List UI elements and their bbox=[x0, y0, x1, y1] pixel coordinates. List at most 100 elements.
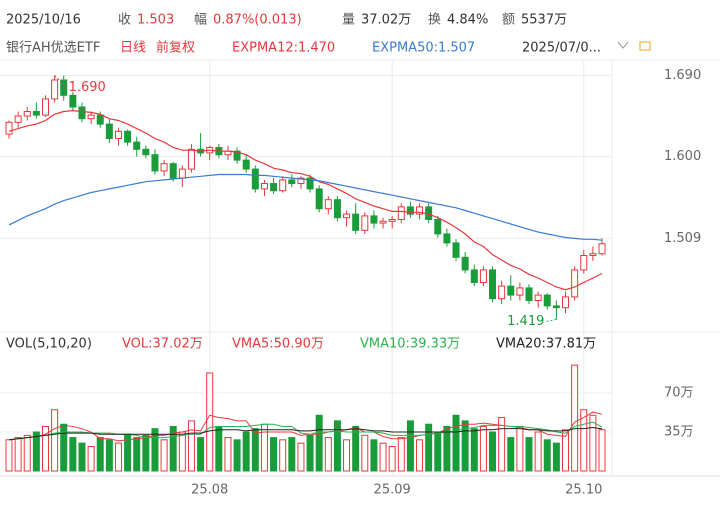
volume-bar bbox=[562, 429, 570, 472]
annotation: 1.690 bbox=[69, 80, 106, 95]
fund-name: 银行AH优选ETF bbox=[6, 41, 100, 56]
candle-body bbox=[151, 154, 159, 172]
label: 收 bbox=[118, 13, 131, 28]
candle-body bbox=[361, 215, 369, 231]
volume-bar bbox=[242, 431, 250, 472]
volume-bar bbox=[306, 434, 314, 472]
candle-body bbox=[41, 98, 49, 116]
annotation: 1.419 bbox=[507, 314, 544, 329]
candle-body bbox=[552, 305, 560, 309]
volume-bar bbox=[206, 372, 214, 472]
legend-entry: VMA10:39.33万 bbox=[360, 337, 460, 352]
volume-bar bbox=[416, 439, 424, 472]
candle-body bbox=[124, 130, 132, 143]
candle-body bbox=[105, 123, 113, 139]
candle-body bbox=[352, 213, 360, 231]
legend-entry: VMA20:37.81万 bbox=[496, 337, 596, 352]
adjust[interactable]: 前复权 bbox=[156, 40, 195, 56]
candle-body bbox=[270, 183, 278, 192]
candle-body bbox=[452, 242, 460, 258]
candle-body bbox=[51, 79, 59, 100]
candle-body bbox=[397, 206, 405, 220]
candle-body bbox=[333, 199, 341, 219]
candle-body bbox=[324, 199, 332, 210]
candle-body bbox=[96, 114, 104, 125]
volume-bar bbox=[78, 442, 86, 472]
y-tick-label: 1.509 bbox=[664, 231, 701, 246]
legend-entry: EXPMA50:1.507 bbox=[372, 41, 475, 56]
vma-line bbox=[8, 421, 603, 441]
volume-bar bbox=[14, 437, 22, 472]
volume-bar bbox=[361, 434, 369, 472]
volume-bar bbox=[352, 425, 360, 472]
label: 换 bbox=[428, 13, 441, 28]
panel-title: VOL(5,10,20) bbox=[6, 337, 92, 352]
volume-bar bbox=[133, 437, 141, 472]
volume-bar bbox=[114, 442, 122, 472]
volume-bar bbox=[260, 423, 268, 472]
candle-body bbox=[32, 111, 40, 116]
volume-bar bbox=[552, 442, 560, 472]
volume-bar bbox=[507, 437, 515, 472]
candle-body bbox=[370, 215, 378, 224]
volume-bar bbox=[406, 420, 414, 472]
ma-line bbox=[8, 109, 603, 291]
volume-bar bbox=[434, 431, 442, 472]
candle-body bbox=[160, 163, 168, 172]
dropdown-icon[interactable] bbox=[617, 41, 629, 49]
candle-body bbox=[489, 269, 497, 300]
volume-bar bbox=[379, 442, 387, 472]
candle-body bbox=[60, 79, 68, 96]
y-tick-label: 35万 bbox=[664, 425, 694, 440]
volume-bar bbox=[270, 437, 278, 472]
label: 量 bbox=[342, 13, 355, 28]
volume-bar bbox=[288, 437, 296, 472]
candle-body bbox=[288, 179, 296, 184]
volume-bar bbox=[315, 414, 323, 472]
volume-bar bbox=[324, 437, 332, 472]
date: 2025/10/16 bbox=[6, 13, 81, 28]
candle-body bbox=[279, 179, 287, 192]
candle-body bbox=[114, 130, 122, 140]
volume-bar bbox=[60, 423, 68, 472]
candle-body bbox=[69, 94, 77, 108]
legend-entry: EXPMA12:1.470 bbox=[232, 41, 335, 56]
ma-line bbox=[8, 173, 603, 241]
candle-body bbox=[242, 159, 250, 170]
volume-bar bbox=[343, 439, 351, 472]
candle-body bbox=[178, 168, 186, 179]
range[interactable]: 2025/07/0... bbox=[522, 41, 601, 56]
candle-body bbox=[525, 287, 533, 301]
value: 1.503 bbox=[137, 13, 174, 28]
annotation-line bbox=[54, 75, 67, 88]
volume-bar bbox=[32, 431, 40, 472]
lock-icon[interactable] bbox=[639, 41, 651, 51]
x-tick-label: 25.09 bbox=[374, 483, 411, 498]
period[interactable]: 日线 bbox=[120, 41, 146, 56]
candle-body bbox=[343, 213, 351, 219]
volume-bar bbox=[297, 442, 305, 472]
candle-body bbox=[233, 150, 241, 161]
candle-body bbox=[251, 168, 259, 190]
x-tick-label: 25.10 bbox=[565, 483, 602, 498]
candle-body bbox=[507, 285, 515, 296]
vma-line bbox=[8, 427, 603, 441]
value: 37.02万 bbox=[361, 13, 411, 28]
candle-body bbox=[187, 148, 195, 170]
volume-bar bbox=[443, 425, 451, 472]
candle-body bbox=[461, 256, 469, 271]
label: 幅 bbox=[194, 13, 207, 28]
volume-bar bbox=[461, 420, 469, 472]
candle-body bbox=[443, 233, 451, 244]
volume-bar bbox=[233, 439, 241, 472]
candle-body bbox=[479, 269, 487, 283]
candle-body bbox=[434, 219, 442, 235]
volume-bar bbox=[51, 409, 59, 472]
candle-body bbox=[406, 206, 414, 215]
volume-bar bbox=[41, 425, 49, 472]
volume-bar bbox=[69, 437, 77, 472]
volume-bar bbox=[87, 445, 95, 472]
volume-bar bbox=[5, 439, 13, 472]
candle-body bbox=[306, 177, 314, 190]
volume-bar bbox=[370, 439, 378, 472]
